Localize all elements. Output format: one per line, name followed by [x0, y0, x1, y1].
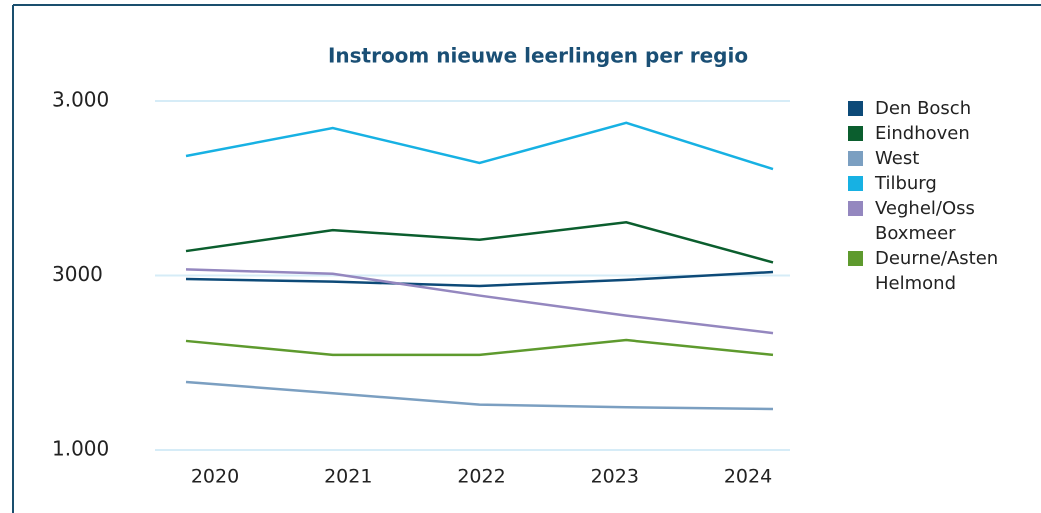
series-line — [185, 270, 774, 288]
series-line — [185, 380, 774, 411]
legend-swatch — [848, 201, 863, 216]
legend-item: Deurne/Asten Helmond — [848, 246, 1028, 296]
legend-label: Veghel/Oss Boxmeer — [875, 198, 975, 244]
legend-label: Tilburg — [875, 173, 937, 194]
legend-label: Eindhoven — [875, 123, 970, 144]
legend-item: Veghel/Oss Boxmeer — [848, 196, 1028, 246]
series-line — [185, 268, 774, 335]
y-tick-label: 3000 — [52, 262, 103, 286]
y-tick-label: 3.000 — [52, 88, 109, 112]
legend-swatch — [848, 126, 863, 141]
x-tick-label: 2022 — [457, 466, 505, 488]
series-line — [185, 338, 774, 357]
x-tick-label: 2023 — [591, 466, 639, 488]
legend-item: Eindhoven — [848, 121, 1028, 146]
legend-swatch — [848, 251, 863, 266]
x-tick-label: 2024 — [724, 466, 772, 488]
y-tick-label: 1.000 — [52, 437, 109, 461]
legend-item: Tilburg — [848, 171, 1028, 196]
chart-title: Instroom nieuwe leerlingen per regio — [328, 44, 748, 68]
legend-label: Deurne/Asten Helmond — [875, 248, 999, 294]
legend-item: West — [848, 146, 1028, 171]
x-tick-label: 2020 — [191, 466, 239, 488]
legend-label: Den Bosch — [875, 98, 972, 119]
x-tick-label: 2021 — [324, 466, 372, 488]
legend: Den Bosch Eindhoven West Tilburg Veghel/Oss … — [848, 96, 1028, 296]
legend-swatch — [848, 151, 863, 166]
legend-label: West — [875, 148, 920, 169]
series-line — [185, 221, 774, 264]
series-line — [185, 121, 774, 171]
legend-item: Den Bosch — [848, 96, 1028, 121]
legend-swatch — [848, 101, 863, 116]
legend-swatch — [848, 176, 863, 191]
